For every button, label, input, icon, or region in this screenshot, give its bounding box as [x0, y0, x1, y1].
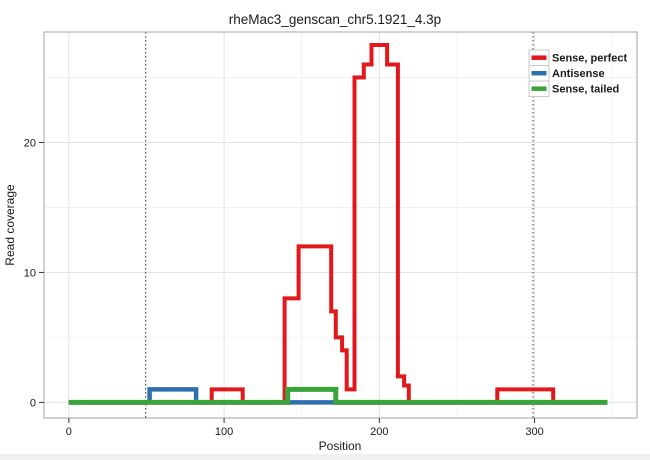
y-tick-label: 0: [30, 397, 36, 409]
x-tick-label: 0: [66, 426, 72, 438]
chart-generated-layer: 0 100 200 300 0 10 20: [24, 31, 638, 438]
legend-item-antisense: Antisense: [528, 65, 605, 82]
series-line-sense-perfect: [68, 43, 608, 405]
panel-border: [43, 31, 638, 419]
x-axis-title: Position: [319, 439, 362, 453]
y-tick-label: 10: [24, 267, 36, 279]
y-tick-label: 20: [24, 137, 36, 149]
chart-title: rheMac3_genscan_chr5.1921_4.3p: [229, 12, 441, 27]
legend: Sense, perfect Antisense Sense, tailed: [528, 49, 628, 97]
legend-item-sense-tailed: Sense, tailed: [528, 80, 619, 97]
legend-label: Sense, perfect: [552, 53, 628, 65]
y-axis-title: Read coverage: [3, 184, 17, 266]
x-tick-label: 100: [215, 426, 233, 438]
legend-item-sense-perfect: Sense, perfect: [528, 49, 628, 66]
x-tick-label: 300: [525, 426, 543, 438]
legend-label: Sense, tailed: [552, 84, 619, 96]
x-tick-label: 200: [370, 426, 388, 438]
legend-label: Antisense: [552, 68, 605, 80]
figure-bottom-edge: [0, 454, 650, 460]
series-line-sense-tailed: [68, 386, 608, 405]
